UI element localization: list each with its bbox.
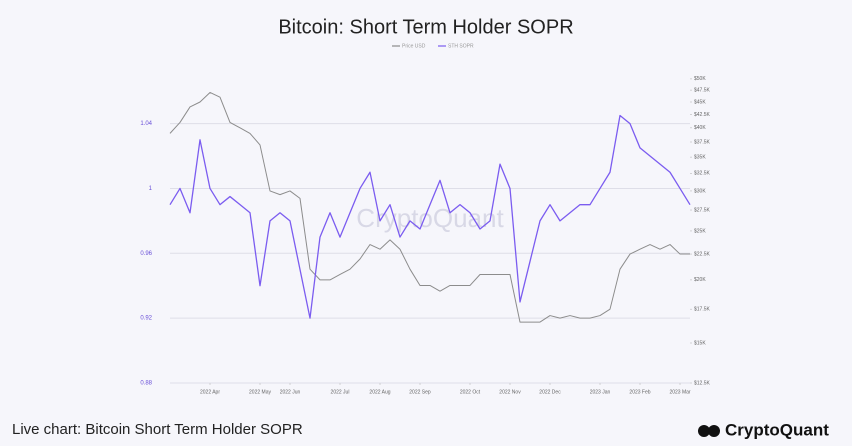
y2-tick-label: $30K <box>694 188 706 194</box>
legend-label: STH SOPR <box>448 43 474 49</box>
x-tick-label: 2022 Dec <box>539 389 561 395</box>
y2-tick-label: $35K <box>694 154 706 160</box>
x-tick-label: 2022 Aug <box>369 389 390 395</box>
series-line <box>169 91 690 323</box>
y2-tick-label: $27.5K <box>694 207 711 213</box>
y2-tick-label: $37.5K <box>694 139 711 145</box>
y2-tick-label: $45K <box>694 99 706 105</box>
brand-logo: CryptoQuant <box>698 420 829 439</box>
y2-tick-label: $47.5K <box>694 87 711 93</box>
y-tick-label: 0.88 <box>140 381 152 387</box>
y2-tick-label: $42.5K <box>694 112 711 118</box>
x-tick-label: 2022 Jul <box>331 389 350 395</box>
y2-tick-label: $32.5K <box>694 171 711 177</box>
y-tick-label: 1.04 <box>140 121 152 127</box>
y2-tick-label: $25K <box>694 228 706 234</box>
x-tick-label: 2022 Sep <box>409 389 431 395</box>
brand-name: CryptoQuant <box>725 420 829 439</box>
logo-icon <box>708 425 720 437</box>
y2-tick-label: $12.5K <box>694 380 711 386</box>
x-tick-label: 2023 Mar <box>669 389 690 395</box>
y2-tick-label: $17.5K <box>694 307 711 313</box>
y-tick-label: 1 <box>149 186 153 192</box>
y2-tick-label: $22.5K <box>694 251 711 257</box>
logo-icon <box>698 425 710 437</box>
chart-title: Bitcoin: Short Term Holder SOPR <box>278 16 573 38</box>
x-tick-label: 2022 Nov <box>499 389 521 395</box>
watermark: CryptoQuant <box>356 203 504 233</box>
x-tick-label: 2023 Feb <box>629 389 650 395</box>
x-tick-label: 2023 Jan <box>590 389 611 395</box>
caption: Live chart: Bitcoin Short Term Holder SO… <box>12 421 303 438</box>
series-line <box>169 114 691 319</box>
x-tick-label: 2022 Oct <box>460 389 481 395</box>
x-tick-label: 2022 Apr <box>200 389 220 395</box>
y2-tick-label: $50K <box>694 76 706 82</box>
y2-tick-label: $15K <box>694 340 706 346</box>
y2-tick-label: $40K <box>694 125 706 131</box>
x-tick-label: 2022 Jun <box>280 389 301 395</box>
x-tick-label: 2022 May <box>249 389 271 395</box>
legend-label: Price USD <box>402 43 426 49</box>
y-tick-label: 0.96 <box>140 251 152 257</box>
y-tick-label: 0.92 <box>140 316 152 322</box>
y2-tick-label: $20K <box>694 277 706 283</box>
legend: Price USD STH SOPR <box>392 43 474 49</box>
